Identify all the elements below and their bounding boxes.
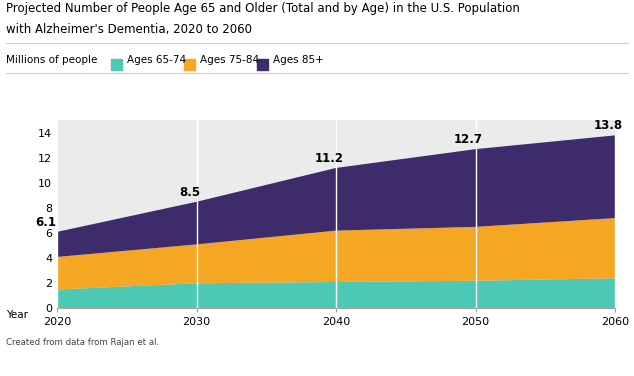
Text: 13.8: 13.8 bbox=[593, 119, 623, 132]
Text: Year: Year bbox=[6, 310, 29, 320]
Text: Ages 75-84: Ages 75-84 bbox=[200, 55, 259, 65]
Text: Ages 85+: Ages 85+ bbox=[273, 55, 324, 65]
Text: 6.1: 6.1 bbox=[36, 216, 56, 229]
Text: with Alzheimer's Dementia, 2020 to 2060: with Alzheimer's Dementia, 2020 to 2060 bbox=[6, 23, 252, 36]
Text: Millions of people: Millions of people bbox=[6, 55, 98, 65]
Text: Projected Number of People Age 65 and Older (Total and by Age) in the U.S. Popul: Projected Number of People Age 65 and Ol… bbox=[6, 2, 521, 15]
Text: 12.7: 12.7 bbox=[454, 133, 483, 146]
Text: © CDC: © CDC bbox=[11, 358, 44, 367]
Text: 8.5: 8.5 bbox=[179, 186, 200, 199]
Text: Ages 65-74: Ages 65-74 bbox=[127, 55, 186, 65]
Text: Created from data from Rajan et al.: Created from data from Rajan et al. bbox=[6, 338, 160, 347]
Text: 11.2: 11.2 bbox=[314, 152, 344, 165]
